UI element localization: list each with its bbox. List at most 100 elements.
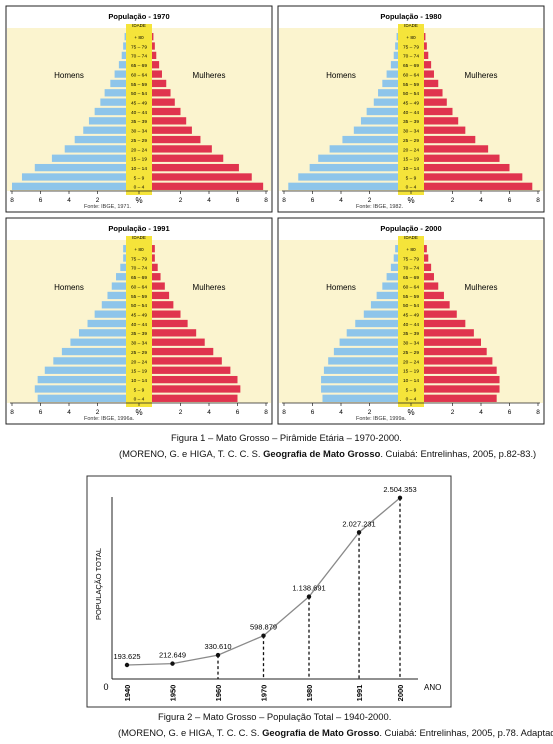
x-tick-label: 4 [339,409,343,416]
source-label: Fonte: IBGE, 1971. [84,204,132,210]
age-axis-label: IDADE [404,23,418,28]
women-bar [152,117,187,125]
age-band [126,24,152,195]
men-bar [386,70,398,78]
women-bar [424,329,474,337]
age-group-label: 65 – 69 [403,275,419,281]
women-bar [152,145,212,153]
men-bar [376,291,398,300]
x-tick-label: 6 [311,197,315,204]
unit-label: % [135,196,142,205]
women-bar [152,107,181,116]
men-bar [309,163,398,172]
x-tick-label: 1940 [123,685,132,702]
age-group-label: 50 – 54 [131,91,147,97]
age-group-label: 35 – 39 [403,119,419,125]
women-bar [424,375,500,384]
age-group-label: 70 – 74 [403,266,419,272]
figure2-caption: Figura 2 – Mato Grosso – População Total… [158,711,392,722]
women-bar [152,394,238,402]
women-bar [152,89,171,97]
men-bar [121,51,126,60]
x-tick-label: 2 [368,197,372,204]
age-group-label: 5 – 9 [406,387,417,393]
men-bar [37,394,126,402]
women-bar [424,182,533,190]
data-point [261,633,266,638]
women-bar [152,366,231,374]
x-tick-label: 8 [282,409,286,416]
men-bar [34,385,126,393]
age-group-label: 25 – 29 [403,350,419,356]
women-bar [424,42,427,50]
figure2-citation: (MORENO, G. e HIGA, T. C. C. S. Geografi… [118,727,553,738]
origin-label: 0 [103,682,108,692]
x-tick-label: 4 [479,197,483,204]
x-tick-label: 4 [67,409,71,416]
men-bar [329,145,398,153]
women-bar [152,263,158,272]
women-bar [152,282,165,290]
age-group-label: 10 – 14 [403,166,419,172]
men-bar [396,33,398,41]
data-label: 212.649 [159,651,186,660]
age-group-label: 35 – 39 [131,331,147,337]
men-bar [37,375,126,384]
men-bar [355,319,398,328]
age-group-label: 20 – 24 [131,359,147,365]
age-axis-label: IDADE [404,235,418,240]
men-label: Homens [54,283,84,292]
data-point [215,652,221,658]
age-group-label: + 80 [406,247,416,253]
pyramid-title: População - 1991 [108,224,169,233]
age-group-label: 50 – 54 [131,303,147,309]
women-bar [152,357,222,365]
men-bar [395,42,398,50]
men-bar [120,263,126,272]
x-tick-label: 8 [536,409,540,416]
x-tick-label: 6 [508,197,512,204]
age-group-label: 20 – 24 [403,359,419,365]
age-group-label: 15 – 19 [131,369,147,375]
age-group-label: 25 – 29 [131,138,147,144]
x-tick-label: 4 [339,197,343,204]
men-bar [390,263,398,272]
men-bar [390,61,398,69]
age-group-label: 75 – 79 [403,256,419,262]
men-bar [323,366,398,374]
women-bar [152,182,264,190]
men-bar [34,163,126,172]
men-bar [118,61,126,69]
x-tick-label: 1991 [355,685,364,702]
women-bar [152,385,241,393]
women-bar [152,33,154,41]
data-point [124,662,130,668]
y-axis-label: POPULAÇÃO TOTAL [94,548,103,620]
x-tick-label: 8 [264,409,268,416]
pyramid-4: População - 2000 IDADE 0 – 4 5 – 9 10 – 14 15… [277,217,545,425]
age-group-label: 0 – 4 [406,397,417,403]
women-bar [424,282,439,290]
age-group-label: 30 – 34 [131,129,147,135]
age-group-label: 45 – 49 [403,100,419,106]
x-tick-label: 2 [451,197,455,204]
men-bar [110,79,126,88]
men-bar [288,182,398,190]
women-bar [424,385,500,393]
age-group-label: 5 – 9 [406,175,417,181]
age-group-label: 75 – 79 [403,44,419,50]
men-bar [123,245,126,253]
age-group-label: 40 – 44 [131,110,147,116]
men-label: Homens [54,71,84,80]
age-group-label: 20 – 24 [131,147,147,153]
men-bar [366,107,398,116]
men-bar [321,385,398,393]
figure1-citation: (MORENO, G. e HIGA, T. C. C. S. Geografi… [119,448,537,459]
age-group-label: 15 – 19 [131,157,147,163]
men-bar [94,310,126,318]
age-group-label: + 80 [134,35,144,41]
women-bar [424,338,481,346]
age-group-label: 50 – 54 [403,303,419,309]
women-bar [152,347,214,356]
women-bar [152,291,170,300]
